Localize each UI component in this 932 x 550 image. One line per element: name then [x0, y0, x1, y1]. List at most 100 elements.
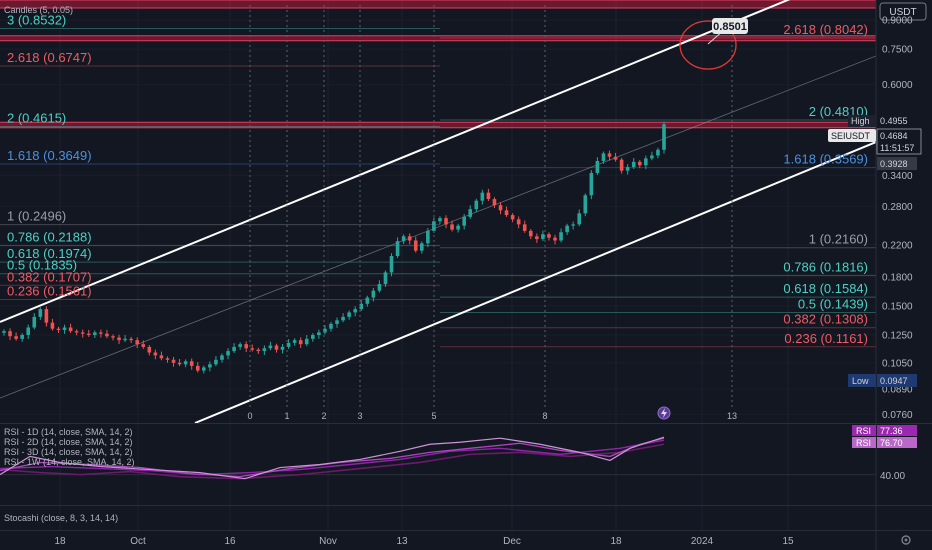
resistance-zone — [0, 0, 876, 9]
candle-body — [105, 333, 109, 337]
candle-body — [377, 284, 382, 291]
candle-body — [189, 361, 194, 366]
candle-body — [202, 367, 206, 371]
candle-body — [359, 303, 364, 310]
lightning-icon[interactable] — [657, 406, 671, 420]
candle-body — [226, 351, 230, 356]
candle-body — [444, 218, 448, 225]
candle-body — [547, 234, 551, 238]
rsi-value-2: 76.70 — [880, 438, 903, 448]
wave-labels: 0 1 2 3 5 8 13 — [247, 5, 737, 421]
candle-body — [559, 232, 563, 241]
candle-body — [329, 323, 333, 329]
candle-body — [244, 344, 249, 349]
candle-body — [286, 342, 291, 347]
rsi-tag-2-label: RSI — [856, 438, 871, 448]
x-tick-label: 2024 — [691, 536, 714, 547]
candle-body — [595, 160, 600, 173]
y-tick-label: 0.7500 — [882, 45, 913, 56]
candle-body — [141, 344, 146, 347]
candle-body — [583, 195, 588, 214]
fib-label-right: 1.618 (0.3569) — [783, 152, 868, 167]
fib-label-right: 0.236 (0.1161) — [784, 331, 868, 346]
annotation-box — [712, 18, 748, 34]
candle-body — [401, 236, 406, 242]
fib-label-left: 0.5 (0.1835) — [7, 258, 77, 273]
candle-body — [468, 209, 473, 217]
candle-body — [268, 345, 273, 349]
candle-body — [571, 224, 575, 226]
rsi-value-1: 77.36 — [880, 426, 903, 436]
candle-body — [26, 327, 31, 335]
candle-body — [601, 153, 606, 161]
candle-body — [256, 349, 261, 352]
rsi-value-2-box — [877, 437, 917, 448]
candle-body — [474, 200, 479, 210]
resistance-zone — [0, 122, 876, 128]
rsi-panel — [0, 436, 876, 480]
y-tick-label: 0.1250 — [882, 330, 913, 341]
x-tick-label: Dec — [503, 536, 521, 547]
candle-body — [165, 358, 170, 360]
candle-body — [504, 210, 509, 216]
fib-label-left: 0.786 (0.2188) — [7, 230, 92, 245]
candle-body — [50, 322, 55, 329]
candle-body — [159, 355, 164, 359]
currency-button[interactable] — [879, 2, 927, 21]
last-price: 0.4684 — [880, 131, 908, 141]
candle-body — [619, 159, 624, 171]
candle-body — [492, 199, 497, 206]
candle-body — [347, 312, 351, 317]
rsi-tag-1 — [852, 425, 876, 436]
rsi-line-1w — [0, 443, 665, 480]
candle-body — [353, 309, 357, 313]
candle-body — [456, 225, 460, 230]
candle-body — [238, 344, 242, 347]
candle-body — [292, 340, 297, 343]
price-tags: High 0.4955 SEIUSDT 0.4684 11:51:57 0.39… — [828, 114, 922, 387]
candle-body — [117, 337, 121, 341]
candle-body — [93, 332, 97, 335]
candle-body — [644, 158, 648, 166]
candle-body — [607, 153, 612, 157]
candle-body — [498, 205, 503, 211]
y-tick-label: 0.3400 — [882, 171, 913, 182]
fib-label-left: 3 (0.8532) — [7, 12, 66, 27]
candle-body — [274, 345, 279, 350]
candle-body — [419, 243, 424, 251]
candle-body — [56, 328, 61, 330]
wave-label: 3 — [357, 411, 362, 421]
low-label-box — [848, 374, 876, 387]
candle-body — [625, 167, 630, 171]
rsi-legend-item: RSI - 1W (14, close, SMA, 14, 2) — [4, 457, 135, 467]
rsi-line-1d — [0, 436, 665, 480]
candles-label: Candles (5, 0.05) — [4, 5, 73, 15]
resistance-zone — [0, 35, 876, 41]
annotation-value: 0.8501 — [713, 21, 747, 33]
currency-label: USDT — [889, 7, 916, 18]
candle-body — [311, 334, 315, 339]
fib-label-left: 0.618 (0.1974) — [7, 246, 92, 261]
candle-body — [450, 224, 454, 230]
candle-body — [123, 338, 127, 341]
candle-body — [656, 149, 660, 156]
candle-body — [462, 216, 466, 226]
candle-body — [44, 309, 49, 323]
x-tick-label: 13 — [396, 536, 408, 547]
x-tick-label: 16 — [224, 536, 236, 547]
price-axis-ticks: 0.9000 0.7500 0.6000 0.3400 0.2800 0.2200 0.18… — [882, 15, 913, 420]
gear-icon[interactable] — [901, 535, 911, 545]
candle-body — [371, 290, 376, 298]
fib-label-left: 1 (0.2496) — [7, 209, 66, 224]
y-tick-label: 0.1800 — [882, 272, 913, 283]
price-channel — [0, 0, 876, 423]
candle-body — [304, 338, 309, 345]
y-tick-label: 0.1050 — [882, 358, 913, 369]
rsi-legend-item: RSI - 3D (14, close, SMA, 14, 2) — [4, 447, 133, 457]
fib-level-lines — [0, 27, 876, 348]
fib-label-right: 1 (0.2160) — [809, 232, 868, 247]
candle-body — [510, 215, 515, 220]
channel-median — [0, 55, 876, 399]
high-value-box — [877, 114, 917, 127]
